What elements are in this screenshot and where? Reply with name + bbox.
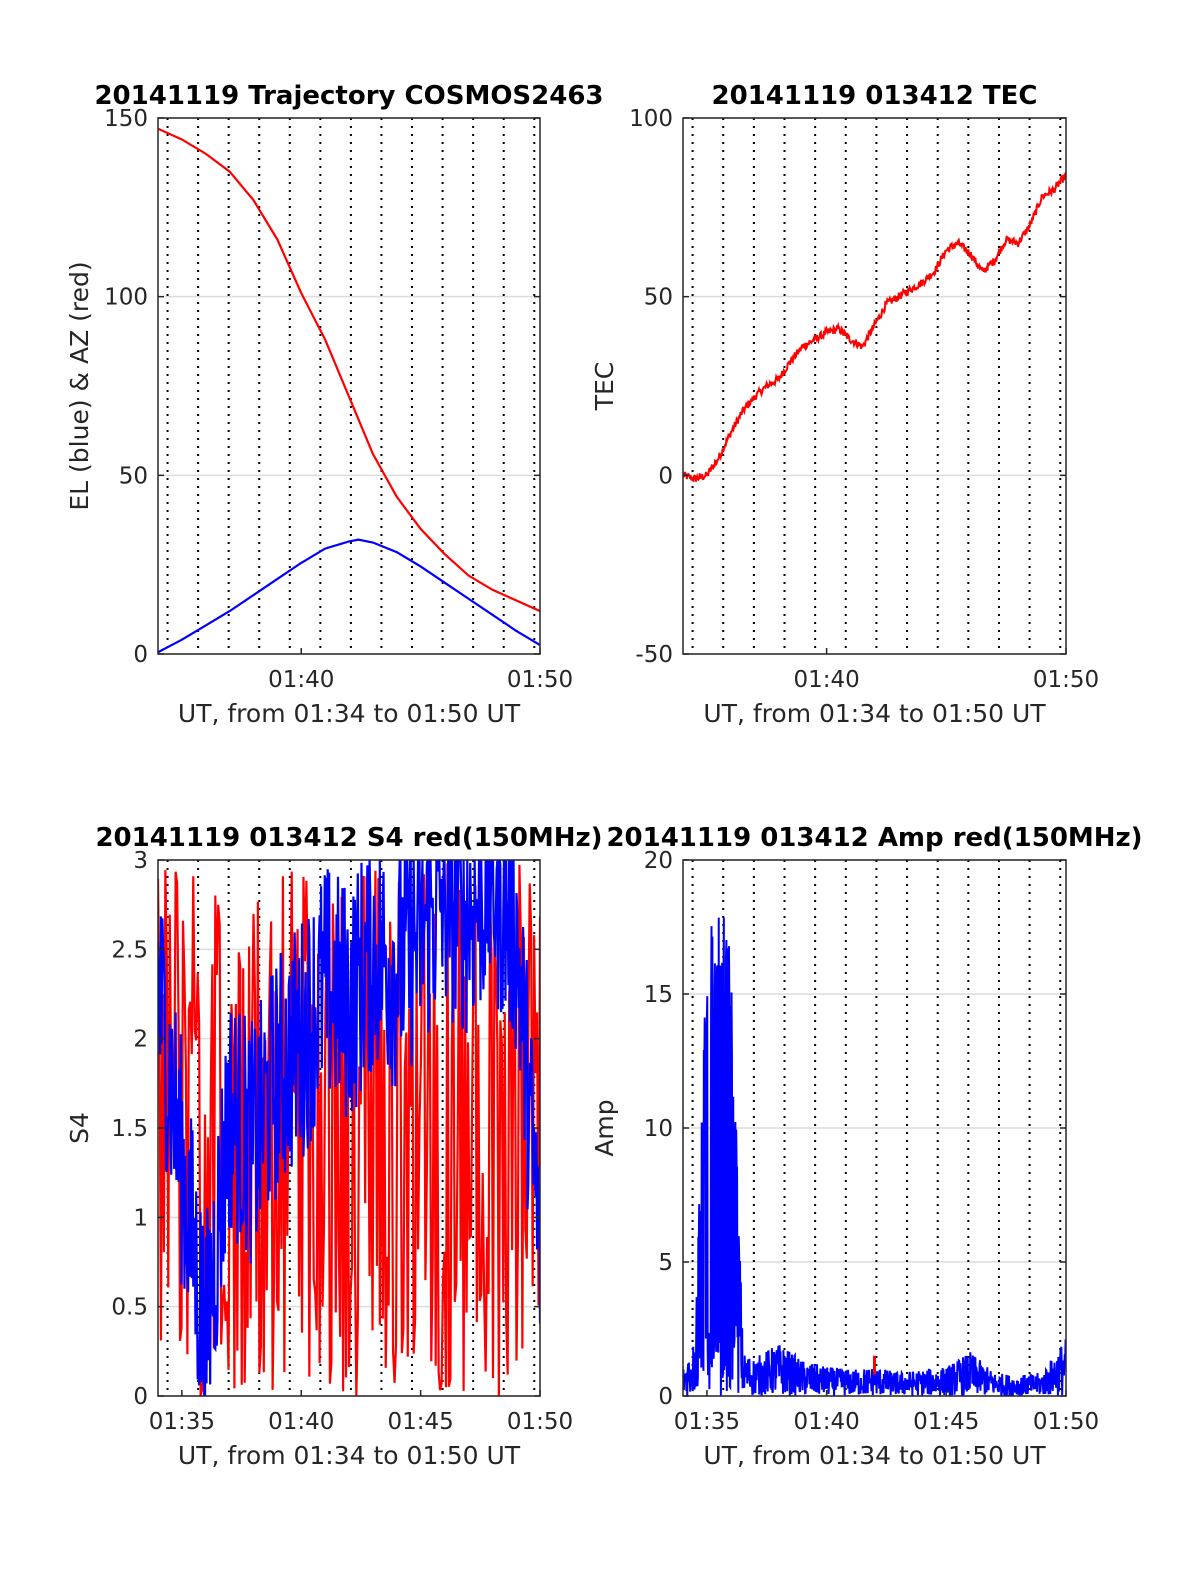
x-tick-label: 01:40 xyxy=(268,667,334,693)
y-tick-label: 0 xyxy=(658,1384,673,1410)
y-axis-label: TEC xyxy=(590,362,619,412)
y-tick-label: 0.5 xyxy=(111,1295,148,1321)
y-tick-label: 1.5 xyxy=(111,1116,148,1142)
x-tick-label: 01:40 xyxy=(268,1409,334,1435)
y-tick-label: 0 xyxy=(133,1384,148,1410)
series-layer xyxy=(683,917,1066,1396)
series-line xyxy=(158,863,540,1396)
chart-title: 20141119 013412 Amp red(150MHz) xyxy=(606,823,1142,853)
x-axis-label: UT, from 01:34 to 01:50 UT xyxy=(703,1441,1046,1470)
x-tick-label: 01:50 xyxy=(1033,667,1099,693)
y-tick-label: 10 xyxy=(644,1116,673,1142)
x-tick-label: 01:45 xyxy=(913,1409,979,1435)
axes-frame xyxy=(682,117,1067,655)
y-tick-label: 50 xyxy=(644,285,673,311)
series-line xyxy=(158,127,540,613)
y-tick-label: 15 xyxy=(644,982,673,1008)
series-line xyxy=(158,538,540,654)
panel-trajectory: 0 50 100 150 01:40 01:50 20141119 Trajectory C… xyxy=(65,81,604,728)
x-tick-label: 01:35 xyxy=(674,1409,740,1435)
chart-title: 20141119 013412 S4 red(150MHz) xyxy=(95,823,602,853)
y-axis-label: Amp xyxy=(590,1099,619,1156)
x-tick-label: 01:50 xyxy=(507,667,573,693)
y-tick-label: 3 xyxy=(133,848,148,874)
series-layer xyxy=(158,127,540,654)
panel-amp: 0 5 10 15 20 01:35 01:40 01:45 01:50 20141119 013… xyxy=(590,823,1143,1470)
y-tick-label: 50 xyxy=(119,463,148,489)
y-tick-label: 5 xyxy=(658,1250,673,1276)
chart-title: 20141119 013412 TEC xyxy=(712,81,1038,111)
y-tick-label: 2.5 xyxy=(111,937,148,963)
series-layer xyxy=(683,171,1066,483)
x-axis-label: UT, from 01:34 to 01:50 UT xyxy=(703,699,1046,728)
series-layer xyxy=(158,860,540,1396)
series-line xyxy=(158,860,540,1396)
y-tick-label: 100 xyxy=(104,285,148,311)
x-tick-label: 01:50 xyxy=(1033,1409,1099,1435)
y-axis-label: EL (blue) & AZ (red) xyxy=(65,261,94,510)
y-tick-label: 100 xyxy=(629,106,673,132)
panel-s4: 0 0.5 1 1.5 2 2.5 3 01:35 01:40 01:45 01:50 2014111… xyxy=(65,823,603,1470)
y-tick-label: 150 xyxy=(104,106,148,132)
x-tick-label: 01:45 xyxy=(387,1409,453,1435)
y-tick-label: 0 xyxy=(133,642,148,668)
x-tick-label: 01:40 xyxy=(793,667,859,693)
axes-frame xyxy=(157,117,541,655)
x-axis-label: UT, from 01:34 to 01:50 UT xyxy=(178,699,521,728)
y-tick-label: 20 xyxy=(644,848,673,874)
x-tick-label: 01:40 xyxy=(793,1409,859,1435)
y-tick-label: 2 xyxy=(133,1027,148,1053)
y-tick-label: 0 xyxy=(658,463,673,489)
series-line xyxy=(683,171,1066,483)
y-axis-label: S4 xyxy=(65,1112,94,1144)
x-tick-label: 01:50 xyxy=(507,1409,573,1435)
chart-title: 20141119 Trajectory COSMOS2463 xyxy=(94,81,603,111)
x-axis-label: UT, from 01:34 to 01:50 UT xyxy=(178,1441,521,1470)
series-line xyxy=(683,917,1066,1396)
x-tick-label: 01:35 xyxy=(149,1409,215,1435)
y-tick-label: -50 xyxy=(635,642,673,668)
y-tick-label: 1 xyxy=(133,1205,148,1231)
panel-tec: -50 0 50 100 01:40 01:50 20141119 013412 TEC UT… xyxy=(590,81,1099,728)
